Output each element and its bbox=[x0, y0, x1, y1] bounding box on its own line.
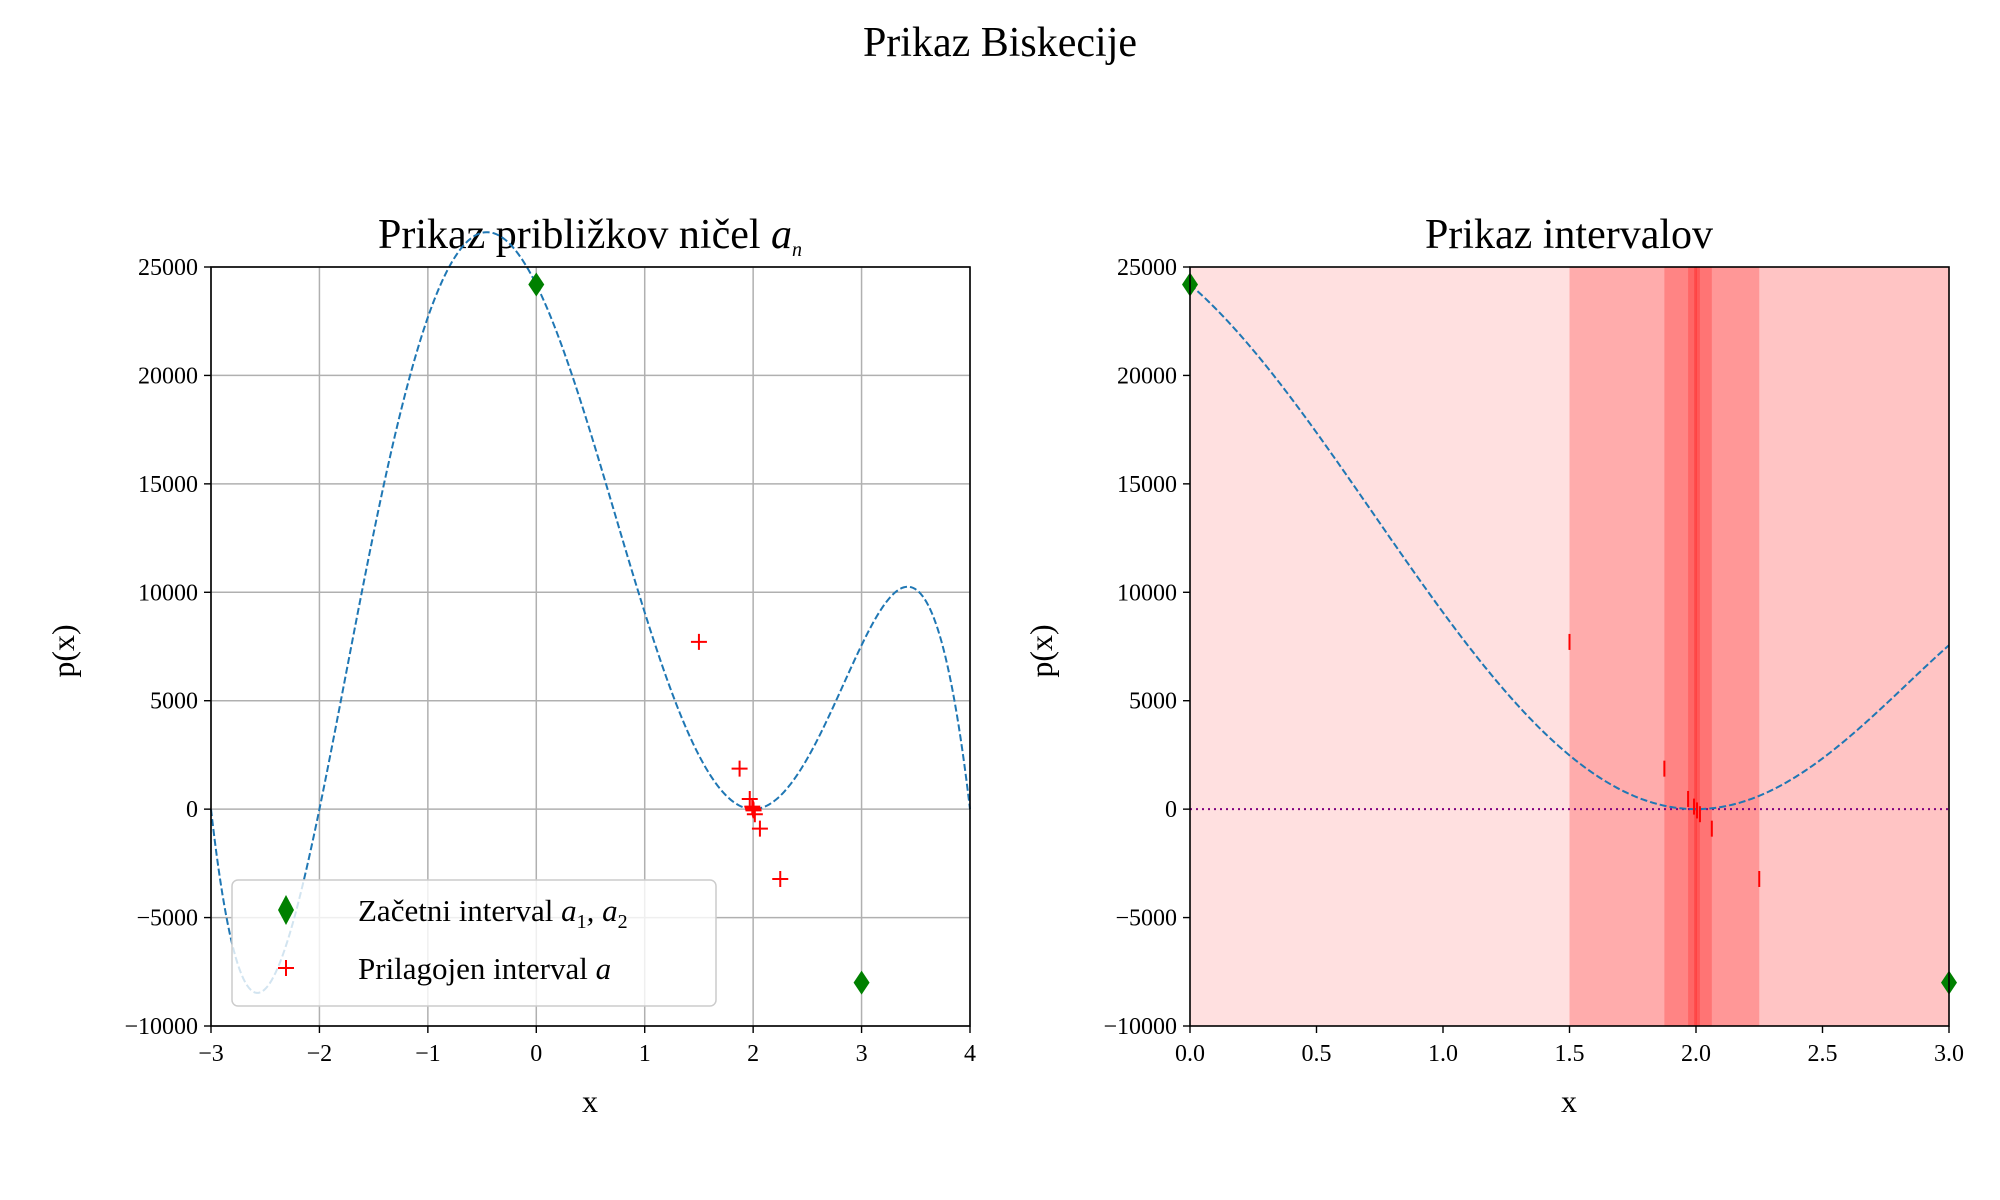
right-y-ticks: −10000 −5000 0 5000 10000 15000 20000 25000 bbox=[1103, 255, 1190, 1040]
adjusted-interval-point bbox=[772, 870, 789, 887]
interval-band bbox=[1688, 267, 1700, 1026]
right-chart-title: Prikaz intervalov bbox=[1425, 212, 1713, 258]
interval-band bbox=[1664, 267, 1760, 1026]
left-chart-title-text: Prikaz približkov ničel bbox=[378, 212, 761, 258]
left-chart-title-sub: n bbox=[792, 239, 802, 261]
interval-band bbox=[1569, 267, 1760, 1026]
right-x-ticks: 0.0 0.5 1.0 1.5 2.0 2.5 3.0 bbox=[1175, 1026, 1964, 1067]
x-tick-label: 0.0 bbox=[1175, 1041, 1205, 1067]
interval-band bbox=[1694, 267, 1700, 1026]
y-tick-label: 0 bbox=[1165, 797, 1177, 823]
interval-band bbox=[1664, 267, 1712, 1026]
x-tick-label: −2 bbox=[307, 1041, 333, 1067]
legend-entry-initial-text: Začetni interval bbox=[358, 893, 553, 928]
legend-entry-adjusted-math: a bbox=[596, 951, 612, 986]
x-tick-label: 1 bbox=[639, 1041, 651, 1067]
interval-band bbox=[1569, 267, 1949, 1026]
x-tick-label: 3.0 bbox=[1934, 1041, 1964, 1067]
legend: Začetni interval a1, a2 Prilagojen inter… bbox=[231, 879, 717, 1007]
initial-interval-point bbox=[853, 970, 870, 995]
legend-entry-initial-sub2: 2 bbox=[618, 911, 628, 933]
polynomial-curve bbox=[210, 231, 971, 994]
legend-box bbox=[231, 879, 717, 1007]
axes-frame bbox=[210, 266, 971, 1027]
legend-entry-initial: Začetni interval a1, a2 bbox=[358, 893, 628, 933]
right-chart: Prikaz intervalov x p(x) 0.0 0.5 1.0 1.5 2.0… bbox=[1023, 212, 1964, 1119]
legend-entry-initial-sub1: 1 bbox=[577, 911, 587, 933]
legend-entry-initial-math-a: a bbox=[561, 893, 577, 928]
y-tick-label: 20000 bbox=[138, 363, 198, 389]
polynomial-curve bbox=[1189, 283, 1950, 811]
x-tick-label: 2.5 bbox=[1808, 1041, 1838, 1067]
x-tick-label: 3 bbox=[856, 1041, 868, 1067]
x-tick-label: 0.5 bbox=[1302, 1041, 1332, 1067]
y-tick-label: 15000 bbox=[138, 472, 198, 498]
adjusted-interval-point bbox=[745, 801, 762, 818]
y-tick-label: 10000 bbox=[138, 580, 198, 606]
legend-plus-marker bbox=[278, 960, 294, 976]
left-y-ticks: −10000 −5000 0 5000 10000 15000 20000 25000 bbox=[124, 255, 211, 1040]
y-tick-label: 25000 bbox=[138, 255, 198, 281]
x-tick-label: 4 bbox=[964, 1041, 976, 1067]
left-x-ticks: −3 −2 −1 0 1 2 3 4 bbox=[198, 1026, 976, 1067]
y-tick-label: 0 bbox=[186, 797, 198, 823]
adjusted-interval-point bbox=[731, 760, 748, 777]
y-tick-label: 5000 bbox=[150, 689, 198, 715]
interval-band bbox=[1695, 267, 1697, 1026]
x-tick-label: 2 bbox=[747, 1041, 759, 1067]
left-chart-title-math: a bbox=[771, 212, 792, 258]
adjusted-interval-point bbox=[741, 790, 758, 807]
y-tick-label: 20000 bbox=[1117, 363, 1177, 389]
y-tick-label: −10000 bbox=[1103, 1014, 1177, 1040]
legend-entry-initial-math-mid: , a bbox=[587, 893, 618, 928]
x-tick-label: 0 bbox=[530, 1041, 542, 1067]
x-tick-label: 1.5 bbox=[1555, 1041, 1585, 1067]
y-tick-label: 15000 bbox=[1117, 472, 1177, 498]
legend-entry-adjusted: Prilagojen interval a bbox=[358, 951, 611, 986]
right-plot-area bbox=[1182, 266, 1957, 1027]
y-tick-label: −10000 bbox=[124, 1014, 198, 1040]
x-tick-label: −1 bbox=[415, 1041, 441, 1067]
left-x-axis-label: x bbox=[582, 1083, 598, 1119]
y-tick-label: 10000 bbox=[1117, 580, 1177, 606]
y-tick-label: −5000 bbox=[136, 906, 198, 932]
left-chart-title: Prikaz približkov ničel an bbox=[378, 212, 802, 261]
x-tick-label: 1.0 bbox=[1428, 1041, 1458, 1067]
legend-entry-adjusted-text: Prilagojen interval bbox=[358, 951, 588, 986]
figure-title: Prikaz Biskecije bbox=[863, 20, 1137, 66]
adjusted-interval-point bbox=[690, 633, 707, 650]
interval-band bbox=[1688, 267, 1712, 1026]
left-y-axis-label: p(x) bbox=[45, 624, 81, 677]
y-tick-label: 25000 bbox=[1117, 255, 1177, 281]
x-tick-label: 2.0 bbox=[1681, 1041, 1711, 1067]
legend-diamond-marker bbox=[278, 895, 294, 925]
initial-interval-point bbox=[528, 272, 545, 297]
adjusted-interval-point bbox=[751, 820, 768, 837]
x-tick-label: −3 bbox=[198, 1041, 224, 1067]
y-tick-label: 5000 bbox=[1129, 689, 1177, 715]
left-chart: Prikaz približkov ničel an x p(x) −3 −2 −1… bbox=[45, 212, 976, 1119]
y-tick-label: −5000 bbox=[1115, 906, 1177, 932]
right-y-axis-label: p(x) bbox=[1023, 624, 1059, 677]
interval-band bbox=[1694, 267, 1697, 1026]
right-x-axis-label: x bbox=[1561, 1083, 1577, 1119]
